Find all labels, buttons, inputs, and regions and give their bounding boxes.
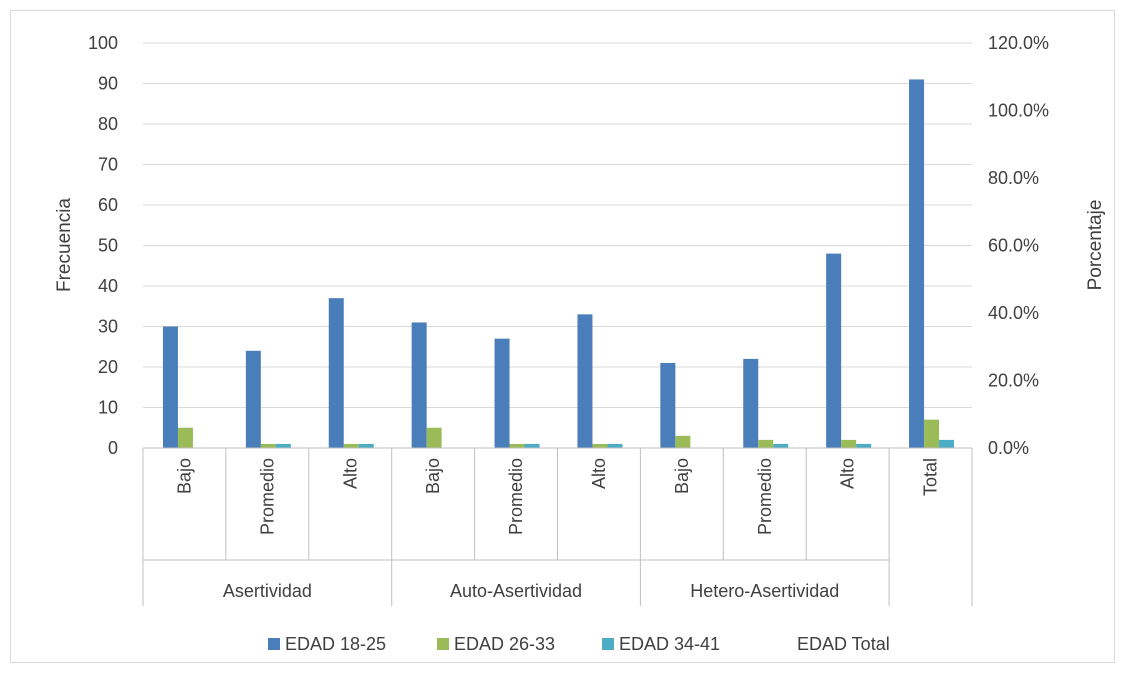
y2-tick-label: 100.0%: [988, 101, 1049, 121]
bar-edad-34-41-5: [607, 443, 623, 448]
y-tick-label: 100: [88, 33, 118, 53]
bar-edad-18-25-5: [577, 314, 593, 448]
y2-tick-label: 0.0%: [988, 438, 1029, 458]
bar-edad-26-33-6: [675, 435, 691, 448]
bar-edad-26-33-2: [343, 443, 359, 448]
group-label: Hetero-Asertividad: [690, 581, 839, 601]
y2-tick-label: 40.0%: [988, 303, 1039, 323]
bar-edad-26-33-7: [758, 439, 774, 448]
bar-edad-34-41-4: [524, 443, 540, 448]
x-tick-label: Alto: [838, 458, 858, 489]
y-axis-title: Frecuencia: [54, 198, 75, 292]
bar-edad-26-33-5: [592, 443, 608, 448]
bar-edad-34-41-9: [939, 439, 955, 448]
y2-tick-label: 60.0%: [988, 236, 1039, 256]
y-tick-label: 0: [108, 438, 118, 458]
group-label: Asertividad: [223, 581, 312, 601]
x-tick-label: Promedio: [755, 458, 775, 535]
y2-tick-label: 20.0%: [988, 371, 1039, 391]
x-tick-label: Alto: [589, 458, 609, 489]
bar-edad-18-25-7: [743, 358, 759, 448]
legend-item: EDAD 34-41: [602, 634, 720, 654]
bar-edad-26-33-0: [177, 427, 193, 448]
legend-label: EDAD Total: [797, 634, 890, 654]
gridlines: [143, 42, 972, 408]
x-tick-label: Bajo: [174, 458, 194, 494]
bar-edad-18-25-4: [494, 338, 510, 448]
bar-edad-26-33-4: [509, 443, 525, 448]
bar-edad-18-25-8: [826, 253, 842, 448]
y-tick-label: 30: [98, 317, 118, 337]
bar-edad-34-41-2: [358, 443, 374, 448]
legend-label: EDAD 26-33: [454, 634, 555, 654]
y2-tick-label: 80.0%: [988, 168, 1039, 188]
chart-frame: [10, 10, 1115, 663]
y2-axis-title: Porcentaje: [1085, 200, 1106, 291]
x-tick-label: Promedio: [506, 458, 526, 535]
y-tick-label: 90: [98, 74, 118, 94]
group-label: Auto-Asertividad: [450, 581, 582, 601]
bar-edad-26-33-8: [841, 439, 857, 448]
x-tick-label: Bajo: [672, 458, 692, 494]
legend-label: EDAD 34-41: [619, 634, 720, 654]
bar-edad-18-25-0: [162, 326, 178, 448]
legend-label: EDAD 18-25: [285, 634, 386, 654]
legend-swatch: [437, 638, 449, 650]
legend-swatch: [602, 638, 614, 650]
bar-edad-26-33-9: [924, 419, 940, 448]
bar-edad-34-41-1: [275, 443, 291, 448]
y-tick-label: 50: [98, 236, 118, 256]
x-tick-label: Promedio: [257, 458, 277, 535]
bar-edad-18-25-2: [328, 298, 344, 448]
y-tick-label: 60: [98, 195, 118, 215]
legend-item: EDAD 18-25: [268, 634, 386, 654]
x-tick-label: Total: [921, 458, 941, 496]
legend-item: EDAD Total: [797, 634, 890, 654]
legend: EDAD 18-25 EDAD 26-33 EDAD 34-41 EDAD Total: [268, 634, 890, 654]
y-tick-label: 70: [98, 155, 118, 175]
axis-labels: 0 10 20 30 40 50 60 70 80 90 100 0.0% 20.0% 40.0% 60.0…: [88, 33, 1049, 601]
y-tick-label: 80: [98, 114, 118, 134]
y-tick-label: 20: [98, 357, 118, 377]
bar-edad-18-25-9: [909, 79, 925, 448]
bar-edad-34-41-8: [856, 443, 872, 448]
x-tick-label: Bajo: [423, 458, 443, 494]
x-tick-label: Alto: [340, 458, 360, 489]
bar-edad-34-41-7: [773, 443, 789, 448]
y-tick-label: 40: [98, 276, 118, 296]
bars: [162, 79, 955, 448]
legend-swatch: [268, 638, 280, 650]
y2-tick-label: 120.0%: [988, 33, 1049, 53]
bar-edad-18-25-1: [245, 350, 261, 448]
y-tick-label: 10: [98, 398, 118, 418]
legend-item: EDAD 26-33: [437, 634, 555, 654]
bar-edad-18-25-3: [411, 322, 427, 448]
bar-edad-26-33-1: [260, 443, 276, 448]
axes: [142, 447, 973, 606]
bar-edad-26-33-3: [426, 427, 442, 448]
bar-edad-18-25-6: [660, 362, 676, 448]
